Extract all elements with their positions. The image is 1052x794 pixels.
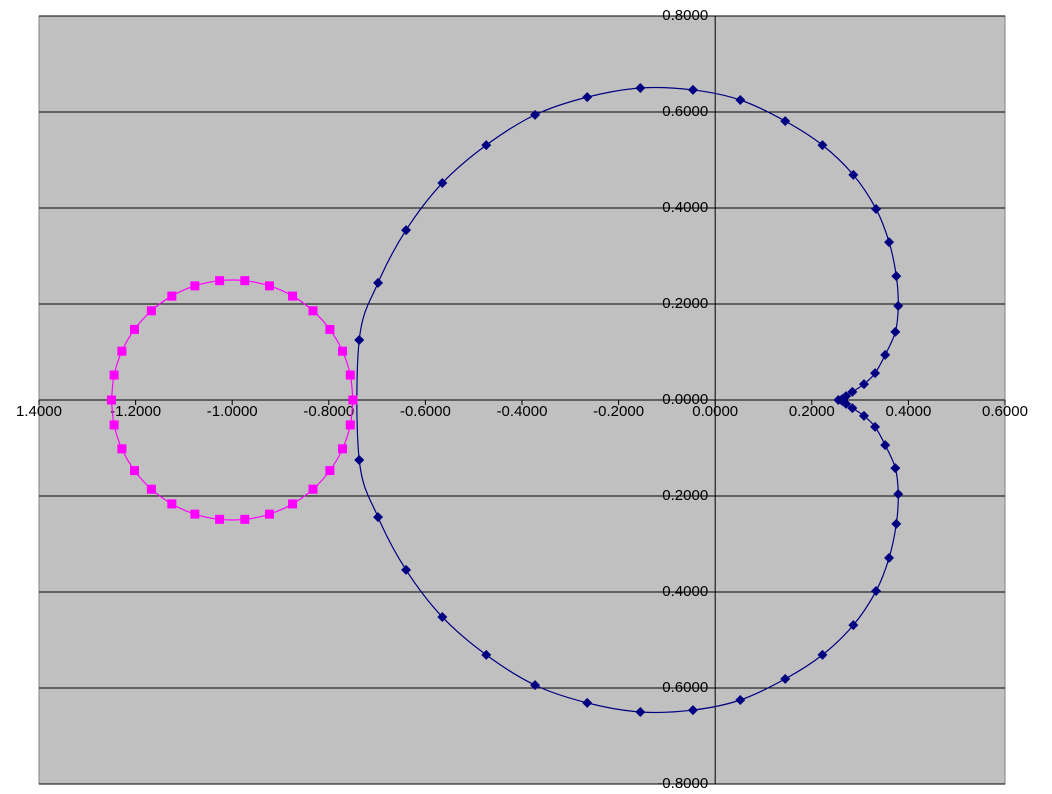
x-tick-label: -0.4000 — [497, 403, 548, 420]
marker — [848, 169, 859, 180]
marker — [401, 564, 412, 575]
y-tick-label: 0.8000 — [662, 7, 708, 24]
marker — [880, 440, 891, 451]
marker — [338, 444, 348, 454]
marker — [325, 466, 335, 476]
marker — [167, 291, 177, 301]
marker — [735, 695, 746, 705]
marker — [288, 291, 298, 301]
marker — [481, 140, 492, 151]
marker — [109, 370, 119, 380]
marker — [338, 346, 348, 356]
marker — [847, 403, 858, 414]
marker — [847, 386, 858, 397]
marker — [373, 277, 384, 288]
marker — [884, 552, 895, 563]
marker — [848, 620, 859, 631]
marker — [891, 518, 902, 529]
marker — [530, 680, 541, 691]
marker — [871, 586, 882, 597]
marker — [348, 395, 358, 405]
y-tick-label: -0.8000 — [657, 775, 708, 792]
marker — [345, 420, 355, 430]
marker — [264, 509, 274, 519]
marker — [530, 109, 541, 120]
x-tick-label: 0.6000 — [982, 403, 1028, 420]
marker — [354, 335, 365, 345]
marker — [190, 509, 200, 519]
y-tick-label: 0.4000 — [662, 199, 708, 216]
y-tick-label: 0.4000 — [662, 583, 708, 600]
marker — [635, 83, 646, 93]
y-tick-label: 0.2000 — [662, 487, 708, 504]
x-tick-label: -1.2000 — [110, 403, 161, 420]
marker — [437, 611, 448, 622]
marker — [240, 514, 250, 524]
marker — [401, 225, 412, 236]
y-tick-label: 0.6000 — [662, 679, 708, 696]
marker — [264, 281, 274, 291]
marker — [687, 84, 698, 95]
marker — [240, 276, 250, 286]
marker — [373, 512, 384, 523]
marker — [891, 271, 902, 282]
x-tick-label: 0.4000 — [885, 403, 931, 420]
marker — [735, 95, 746, 105]
marker — [817, 140, 828, 151]
marker — [582, 92, 593, 103]
x-tick-label: -0.8000 — [303, 403, 354, 420]
marker — [437, 178, 448, 189]
marker — [129, 466, 139, 476]
marker — [146, 484, 156, 494]
marker — [884, 237, 895, 248]
marker — [109, 420, 119, 430]
marker — [858, 410, 869, 421]
x-tick-label: 1.4000 — [16, 403, 62, 420]
x-tick-label: -0.2000 — [593, 403, 644, 420]
marker — [687, 705, 698, 716]
y-tick-label: 0.6000 — [662, 103, 708, 120]
marker — [215, 514, 225, 524]
marker — [106, 395, 116, 405]
marker — [190, 281, 200, 291]
marker — [870, 368, 881, 379]
marker — [893, 489, 904, 500]
marker — [817, 649, 828, 660]
marker — [345, 370, 355, 380]
marker — [308, 306, 318, 316]
marker — [837, 395, 848, 406]
marker — [354, 455, 365, 465]
marker — [288, 499, 298, 509]
marker — [780, 116, 791, 127]
marker — [635, 707, 646, 717]
marker — [871, 203, 882, 214]
x-tick-label: -0.6000 — [400, 403, 451, 420]
marker — [880, 349, 891, 360]
marker — [890, 326, 901, 337]
marker — [780, 673, 791, 684]
marker — [117, 346, 127, 356]
marker — [146, 306, 156, 316]
marker — [858, 379, 869, 390]
marker — [870, 421, 881, 432]
y-tick-label: 0.0000 — [662, 391, 708, 408]
marker — [129, 324, 139, 334]
marker — [582, 697, 593, 708]
marker — [167, 499, 177, 509]
marker — [893, 300, 904, 311]
marker — [215, 276, 225, 286]
marker — [325, 324, 335, 334]
x-tick-label: 0.2000 — [789, 403, 835, 420]
marker — [117, 444, 127, 454]
x-tick-label: -1.0000 — [207, 403, 258, 420]
y-tick-label: 0.2000 — [662, 295, 708, 312]
marker — [890, 463, 901, 474]
marker — [481, 649, 492, 660]
marker — [308, 484, 318, 494]
